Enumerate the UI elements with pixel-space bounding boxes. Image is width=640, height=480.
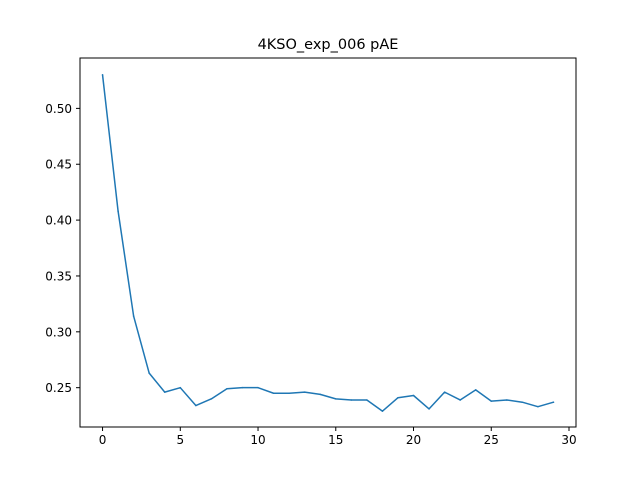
x-tick-label-20: 20 (406, 433, 421, 447)
data-point-15 (335, 398, 337, 400)
x-tick-label-0: 0 (99, 433, 107, 447)
data-point-23 (459, 399, 461, 401)
data-point-8 (226, 388, 228, 390)
x-tick-label-10: 10 (250, 433, 265, 447)
y-tick-label-0.40: 0.40 (45, 214, 72, 228)
data-point-9 (241, 386, 244, 389)
data-point-24 (474, 389, 477, 391)
data-point-26 (506, 399, 508, 401)
x-tick-label-15: 15 (328, 433, 343, 447)
data-point-0 (101, 74, 104, 76)
data-point-21 (428, 408, 430, 410)
y-tick-label-0.50: 0.50 (45, 102, 72, 116)
data-point-22 (443, 391, 446, 393)
data-point-1 (117, 210, 119, 212)
data-point-10 (257, 386, 259, 389)
data-point-17 (366, 399, 368, 401)
data-point-18 (381, 410, 384, 412)
data-point-28 (537, 405, 539, 408)
data-point-25 (490, 400, 493, 402)
data-point-14 (319, 393, 321, 396)
data-point-19 (397, 396, 399, 399)
data-point-29 (552, 401, 555, 403)
x-axis: 0 5 10 15 20 25 30 (99, 427, 577, 447)
data-point-27 (521, 401, 524, 403)
y-tick-label-0.45: 0.45 (45, 158, 72, 172)
x-tick-label-25: 25 (484, 433, 499, 447)
y-tick-label-0.35: 0.35 (45, 269, 72, 283)
series-line-0 (101, 74, 555, 412)
data-point-5 (179, 386, 182, 389)
y-tick-label-0.25: 0.25 (45, 381, 72, 395)
y-tick-label-0.30: 0.30 (45, 325, 72, 339)
data-point-6 (195, 404, 197, 407)
data-point-11 (272, 392, 275, 395)
plot-frame (79, 57, 577, 428)
data-point-12 (288, 392, 290, 395)
data-point-13 (303, 391, 306, 393)
x-tick-label-5: 5 (176, 433, 184, 447)
y-axis: 0.25 0.30 0.35 0.40 0.45 0.50 (45, 102, 80, 395)
chart-title: 4KSO_exp_006 pAE (258, 37, 399, 53)
data-point-7 (210, 398, 213, 400)
data-point-4 (163, 391, 166, 393)
data-point-2 (132, 315, 135, 317)
plot-area (101, 74, 555, 412)
data-point-20 (412, 394, 415, 397)
x-tick-label-30: 30 (561, 433, 576, 447)
data-point-3 (148, 372, 150, 374)
data-point-16 (350, 399, 353, 401)
